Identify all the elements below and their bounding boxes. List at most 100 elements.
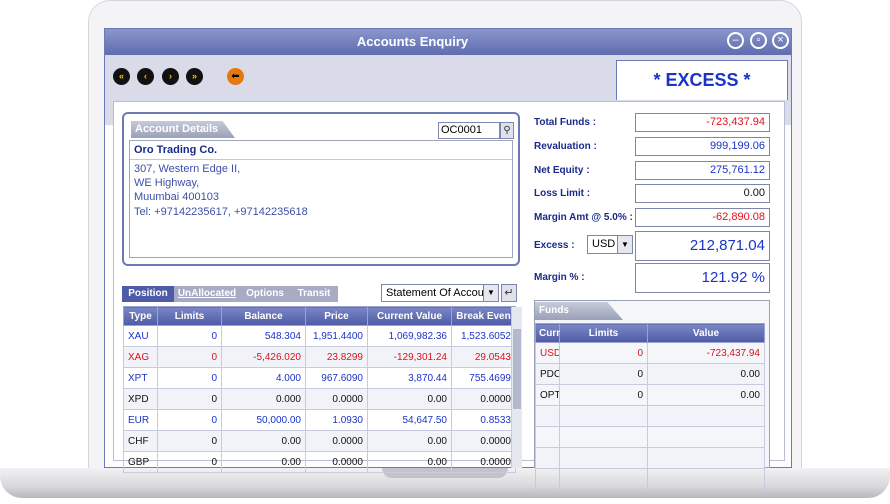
table-cell: 0.00	[647, 384, 765, 406]
address-line: Muumbai 400103	[134, 191, 220, 203]
column-header[interactable]: Value	[647, 323, 765, 343]
account-details-box: Account Details OC0001 ⚲ Oro Trading Co.…	[122, 112, 520, 266]
currency-select[interactable]: USD ▼	[587, 235, 633, 254]
revaluation-label: Revaluation :	[534, 141, 597, 152]
table-cell	[535, 405, 560, 427]
table-cell: 0.8533	[451, 409, 516, 431]
minimize-icon[interactable]: –	[727, 32, 744, 49]
table-cell: 548.304	[221, 325, 306, 347]
table-row[interactable]: PDC 0 0.00	[535, 363, 765, 385]
home-icon[interactable]: ⬅	[227, 68, 244, 85]
close-icon[interactable]: ×	[772, 32, 789, 49]
search-icon[interactable]: ⚲	[500, 122, 514, 139]
table-row[interactable]: XAU 0 548.304 1,951.4400 1,069,982.36 1,523.6…	[123, 325, 516, 347]
table-cell: PDC	[535, 363, 560, 385]
table-row[interactable]: GBP 0 0.00 0.0000 0.00 0.0000	[123, 451, 516, 473]
next-record-icon[interactable]: ›	[162, 68, 179, 85]
prev-record-icon[interactable]: ‹	[137, 68, 154, 85]
chevron-down-icon: ▼	[483, 285, 498, 301]
table-cell: 0.00	[367, 451, 452, 473]
account-id-input[interactable]: OC0001	[438, 122, 500, 139]
address-line: WE Highway,	[134, 177, 200, 189]
table-cell: XPT	[123, 367, 158, 389]
table-cell: 4.000	[221, 367, 306, 389]
table-cell: 967.6090	[305, 367, 368, 389]
table-cell: 0.00	[647, 363, 765, 385]
laptop-notch	[382, 468, 508, 478]
table-cell	[559, 468, 648, 490]
table-row[interactable]	[535, 468, 765, 490]
divider	[130, 159, 512, 160]
table-row[interactable]	[535, 405, 765, 427]
statement-select-value: Statement Of Account	[386, 287, 494, 299]
column-header[interactable]: Current Value	[367, 306, 452, 326]
table-cell: 23.8299	[305, 346, 368, 368]
funds-table: Curr Limits Value USD 0 -723,437.94 PDC 0 0.00 O…	[535, 323, 765, 490]
table-cell: 0	[157, 325, 222, 347]
table-row[interactable]: USD 0 -723,437.94	[535, 342, 765, 364]
maximize-icon[interactable]: ▫	[750, 32, 767, 49]
column-header[interactable]: Limits	[157, 306, 222, 326]
funds-tab: Funds	[535, 302, 623, 320]
table-cell: 0.00	[367, 388, 452, 410]
table-row[interactable]	[535, 426, 765, 448]
tab-options[interactable]: Options	[240, 286, 290, 302]
table-cell: GBP	[123, 451, 158, 473]
scrollbar-thumb[interactable]	[513, 329, 521, 409]
column-header[interactable]: Break Even	[451, 306, 516, 326]
table-cell: 1,523.6052	[451, 325, 516, 347]
table-cell	[535, 447, 560, 469]
margin-amt-label: Margin Amt @ 5.0% :	[534, 212, 633, 223]
table-cell: 50,000.00	[221, 409, 306, 431]
last-record-icon[interactable]: »	[186, 68, 203, 85]
table-cell: 0.0000	[305, 430, 368, 452]
table-cell	[535, 468, 560, 490]
tab-position[interactable]: Position	[122, 286, 174, 302]
table-row[interactable]: XPD 0 0.000 0.0000 0.00 0.0000	[123, 388, 516, 410]
table-cell: 0	[157, 451, 222, 473]
column-header[interactable]: Price	[305, 306, 368, 326]
table-cell: EUR	[123, 409, 158, 431]
net-equity-value: 275,761.12	[635, 161, 770, 180]
account-details-tab: Account Details	[131, 121, 235, 138]
first-record-icon[interactable]: «	[113, 68, 130, 85]
window-title: Accounts Enquiry	[356, 34, 469, 49]
column-header[interactable]: Limits	[559, 323, 648, 343]
table-cell: 0	[157, 388, 222, 410]
table-cell: 0	[157, 367, 222, 389]
tab-unallocated[interactable]: UnAllocated	[174, 286, 240, 302]
table-cell: 0.00	[221, 451, 306, 473]
table-cell	[559, 447, 648, 469]
currency-value: USD	[592, 238, 616, 250]
tab-transit[interactable]: Transit	[290, 286, 338, 302]
table-cell: 0.0000	[305, 451, 368, 473]
table-cell	[559, 405, 648, 427]
total-funds-value: -723,437.94	[635, 113, 770, 132]
table-cell	[647, 468, 765, 490]
table-row[interactable]	[535, 447, 765, 469]
table-cell: 0	[559, 363, 648, 385]
table-row[interactable]: EUR 0 50,000.00 1.0930 54,647.50 0.8533	[123, 409, 516, 431]
revaluation-value: 999,199.06	[635, 137, 770, 156]
table-cell: 0.0000	[451, 388, 516, 410]
column-header[interactable]: Type	[123, 306, 158, 326]
column-header[interactable]: Curr	[535, 323, 560, 343]
table-cell: XAU	[123, 325, 158, 347]
table-cell: 29.0543	[451, 346, 516, 368]
table-row[interactable]: XAG 0 -5,426.020 23.8299 -129,301.24 29.0543	[123, 346, 516, 368]
table-row[interactable]: OPT 0 0.00	[535, 384, 765, 406]
statement-select[interactable]: Statement Of Account ▼	[381, 284, 499, 302]
enter-icon[interactable]: ↵	[501, 284, 517, 302]
table-cell: -723,437.94	[647, 342, 765, 364]
positions-scrollbar[interactable]	[511, 307, 522, 468]
account-info-panel: Oro Trading Co. 307, Western Edge II, WE…	[129, 140, 513, 258]
table-cell	[559, 426, 648, 448]
address-line: Tel: +97142235617, +97142235618	[134, 206, 308, 218]
address-line: 307, Western Edge II,	[134, 163, 241, 175]
table-row[interactable]: XPT 0 4.000 967.6090 3,870.44 755.4699	[123, 367, 516, 389]
table-row[interactable]: CHF 0 0.00 0.0000 0.00 0.0000	[123, 430, 516, 452]
loss-limit-label: Loss Limit :	[534, 188, 591, 199]
table-cell: 0	[559, 342, 648, 364]
column-header[interactable]: Balance	[221, 306, 306, 326]
table-cell: XPD	[123, 388, 158, 410]
